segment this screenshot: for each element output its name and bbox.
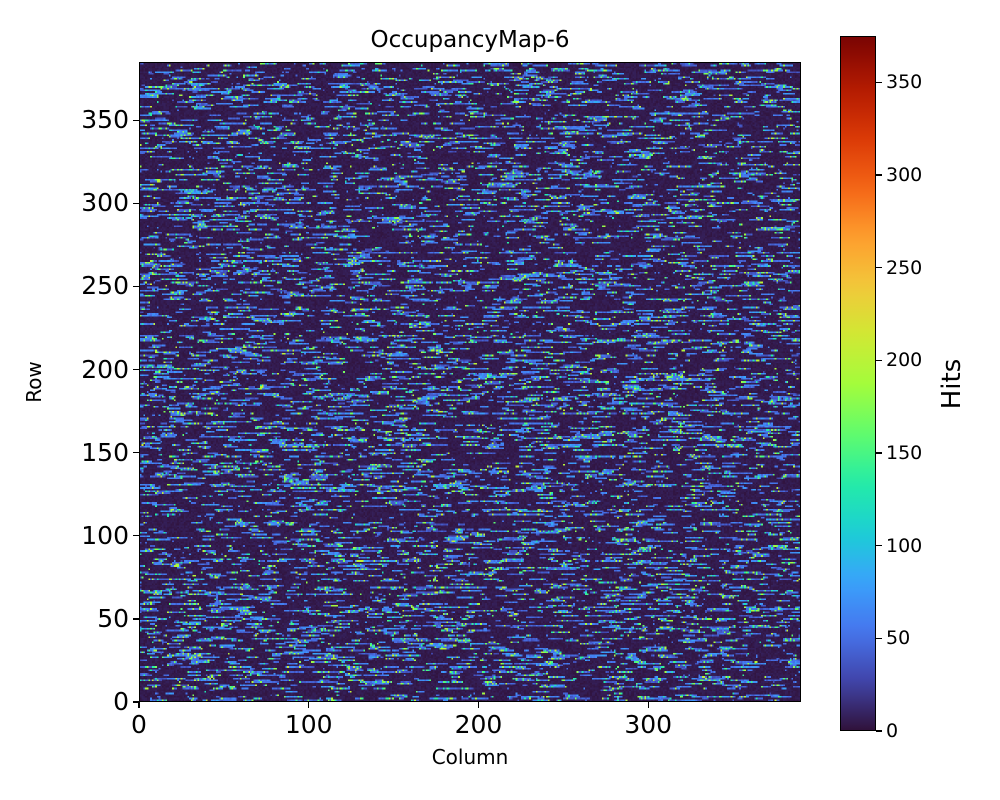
y-tick-label: 0 <box>113 687 129 716</box>
y-tick-mark <box>133 451 139 454</box>
y-tick-mark <box>133 285 139 288</box>
y-tick-label: 50 <box>97 603 129 633</box>
colorbar-tick-label: 300 <box>886 164 923 186</box>
x-tick-mark <box>138 702 140 708</box>
colorbar-tick-label: 200 <box>886 349 923 372</box>
y-tick-mark <box>133 618 139 620</box>
x-tick-label: 300 <box>624 710 673 739</box>
y-tick-label: 200 <box>81 354 129 384</box>
x-tick-mark <box>477 702 480 708</box>
x-tick-mark <box>308 702 310 708</box>
colorbar-gradient <box>841 37 875 730</box>
y-tick-label: 100 <box>81 520 129 550</box>
y-tick-label: 250 <box>81 271 129 301</box>
x-tick-label: 200 <box>454 710 503 739</box>
heatmap-axes[interactable] <box>139 62 801 702</box>
colorbar-tick-mark <box>876 545 882 547</box>
y-tick-label: 350 <box>81 105 129 135</box>
heatmap-image <box>140 63 800 701</box>
colorbar-tick-label: 100 <box>886 534 923 557</box>
y-tick-label: 300 <box>81 188 129 218</box>
colorbar-tick-label: 150 <box>886 442 923 464</box>
y-tick-mark <box>133 701 139 703</box>
colorbar-tick-mark <box>876 452 882 454</box>
colorbar-tick-label: 50 <box>886 627 911 650</box>
colorbar-tick-mark <box>876 81 882 83</box>
x-tick-label: 0 <box>131 710 147 739</box>
y-tick-mark <box>133 535 139 537</box>
page-title: OccupancyMap-6 <box>370 27 570 53</box>
colorbar-tick-mark <box>876 730 882 732</box>
y-tick-mark <box>133 119 139 121</box>
x-tick-label: 100 <box>284 710 333 739</box>
colorbar[interactable] <box>840 36 876 731</box>
x-tick-mark <box>647 702 649 708</box>
colorbar-tick-mark <box>876 637 882 639</box>
y-tick-mark <box>133 202 139 204</box>
x-axis-label: Column <box>431 745 509 769</box>
colorbar-tick-label: 350 <box>886 71 923 94</box>
colorbar-tick-mark <box>876 359 882 361</box>
y-axis-label: Row <box>22 361 46 403</box>
colorbar-label: Hits <box>937 358 967 410</box>
colorbar-tick-label: 250 <box>886 256 923 279</box>
colorbar-tick-mark <box>876 174 882 176</box>
colorbar-tick-mark <box>876 267 882 269</box>
y-tick-label: 150 <box>81 437 129 467</box>
y-tick-mark <box>133 368 139 371</box>
colorbar-tick-label: 0 <box>886 720 899 742</box>
